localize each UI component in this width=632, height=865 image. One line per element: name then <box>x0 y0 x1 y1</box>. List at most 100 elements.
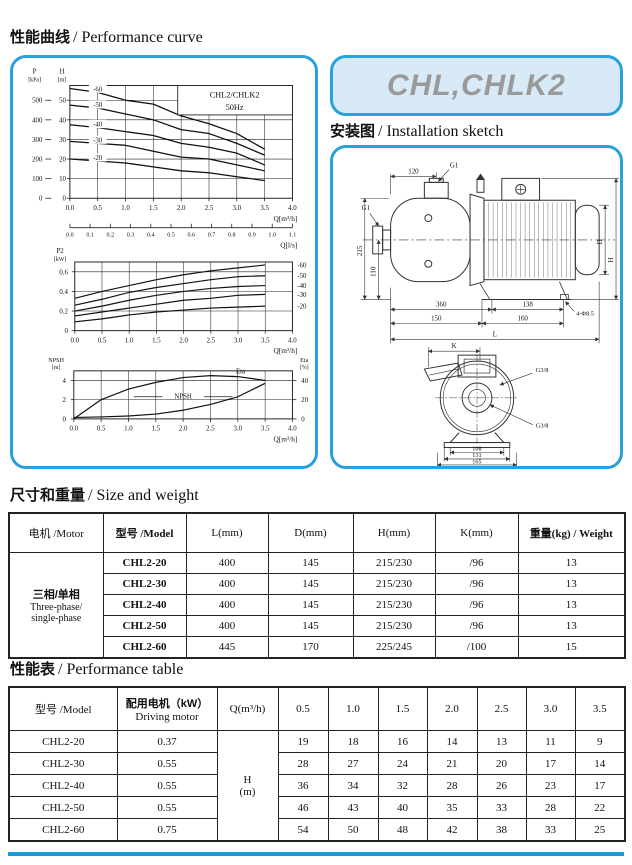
svg-text:1.5: 1.5 <box>151 426 160 433</box>
head-value-cell: 9 <box>574 730 626 753</box>
head-value-cell: 25 <box>574 818 626 842</box>
svg-text:0.5: 0.5 <box>93 205 102 212</box>
svg-text:0: 0 <box>39 196 43 203</box>
dim-label-bolt: 4-Φ8.5 <box>576 310 594 317</box>
svg-text:20: 20 <box>301 397 308 404</box>
cell: 170 <box>267 636 354 659</box>
svg-text:CHL2/CHLK2: CHL2/CHLK2 <box>210 90 260 99</box>
col-header-model: 型号 /Model <box>102 512 187 553</box>
section-title-zh: 安装图 <box>330 123 376 140</box>
head-value-cell: 28 <box>426 774 478 797</box>
size-table-header-row: 电机 /Motor 型号 /Model L(mm) D(mm) H(mm) K(… <box>8 512 626 553</box>
svg-text:2.0: 2.0 <box>177 205 186 212</box>
perf-table-row: CHL2-30 0.55 28 27 24 21 20 17 14 <box>8 752 626 775</box>
svg-text:Q[m³/h]: Q[m³/h] <box>274 214 298 223</box>
head-value-cell: 48 <box>377 818 428 842</box>
section-title-performance-curve: 性能曲线 / Performance curve <box>10 26 203 47</box>
svg-text:500: 500 <box>32 98 43 105</box>
col-header-flow: 2.5 <box>476 686 527 731</box>
svg-text:2: 2 <box>63 397 67 404</box>
model-cell: CHL2-30 <box>102 573 187 595</box>
svg-text:400: 400 <box>32 117 43 124</box>
dim-label-120: 120 <box>408 167 419 175</box>
head-value-cell: 43 <box>327 796 379 819</box>
col-header-driving-motor: 配用电机（kW） Driving motor <box>116 686 218 731</box>
col-header-flow: 3.5 <box>574 686 626 731</box>
installation-sketch-panel: 120 G1 G1 215 110 D H 360 138 4-Φ8.5 150… <box>330 145 623 469</box>
head-value-cell: 14 <box>426 730 478 753</box>
svg-text:1.0: 1.0 <box>121 205 130 212</box>
model-cell: CHL2-20 <box>102 552 187 574</box>
svg-text:200: 200 <box>32 156 43 163</box>
svg-text:[%]: [%] <box>300 365 309 371</box>
svg-text:-50: -50 <box>93 102 103 109</box>
cell: 215/230 <box>352 573 436 595</box>
svg-text:0.8: 0.8 <box>228 233 236 239</box>
cell: 215/230 <box>352 552 436 574</box>
section-title-size-weight: 尺寸和重量 / Size and weight <box>10 484 199 505</box>
cell: 13 <box>517 573 626 595</box>
svg-text:1.1: 1.1 <box>289 233 297 239</box>
perf-table-row: CHL2-20 0.37 H (m) 19 18 16 14 13 11 9 <box>8 730 626 842</box>
svg-text:0.1: 0.1 <box>86 233 94 239</box>
svg-text:4: 4 <box>63 378 67 385</box>
brand-title: CHL,CHLK2 <box>387 68 566 102</box>
motor-power-cell: 0.55 <box>116 796 218 819</box>
dim-label-131: 131 <box>472 452 481 459</box>
head-value-cell: 34 <box>327 774 379 797</box>
svg-text:0.5: 0.5 <box>98 337 107 344</box>
svg-text:2.0: 2.0 <box>179 426 188 433</box>
cell: 145 <box>267 594 354 616</box>
svg-text:0: 0 <box>64 328 68 335</box>
size-table-row: CHL2-60 445 170 225/245/100 15 <box>9 636 626 659</box>
svg-text:30: 30 <box>59 137 66 144</box>
section-title-zh: 性能曲线 <box>10 29 71 46</box>
section-title-installation-sketch: 安装图 / Installation sketch <box>330 120 503 141</box>
head-value-cell: 50 <box>327 818 379 842</box>
svg-text:Q[m³/h]: Q[m³/h] <box>274 434 298 443</box>
svg-text:40: 40 <box>59 117 66 124</box>
svg-text:3.5: 3.5 <box>261 337 270 344</box>
cell: 145 <box>267 615 354 637</box>
model-cell: CHL2-20 <box>8 730 118 753</box>
model-cell: CHL2-40 <box>102 594 187 616</box>
svg-text:0.2: 0.2 <box>59 308 68 315</box>
perf-table-row: CHL2-50 0.55 46 43 40 35 33 28 22 <box>8 796 626 819</box>
head-value-cell: 22 <box>574 796 626 819</box>
dim-label-H: H <box>607 257 615 262</box>
dim-label-g38-top: G3/8 <box>536 367 549 374</box>
section-title-en: / Size and weight <box>88 487 199 504</box>
dim-label-L: L <box>493 330 497 338</box>
cell: 13 <box>517 594 626 616</box>
svg-text:0: 0 <box>63 416 67 423</box>
cell: /96 <box>434 573 519 595</box>
svg-text:NPSH: NPSH <box>174 394 192 401</box>
pump-front-view <box>423 354 519 449</box>
svg-text:3.5: 3.5 <box>260 205 269 212</box>
svg-text:-50: -50 <box>297 273 307 280</box>
col-header-H: H(mm) <box>352 512 436 553</box>
svg-text:1.0: 1.0 <box>268 233 276 239</box>
svg-text:Q[m³/h]: Q[m³/h] <box>274 346 298 355</box>
cell: 145 <box>267 573 354 595</box>
svg-text:50Hz: 50Hz <box>226 103 244 112</box>
section-title-zh: 尺寸和重量 <box>10 487 86 504</box>
col-header-q: Q(m³/h) <box>216 686 279 731</box>
svg-text:2.5: 2.5 <box>205 205 214 212</box>
pump-side-view <box>362 173 616 301</box>
head-value-cell: 28 <box>525 796 576 819</box>
foot-bolt <box>560 294 569 300</box>
head-value-cell: 21 <box>426 752 478 775</box>
head-value-cell: 46 <box>277 796 329 819</box>
head-value-cell: 17 <box>525 752 576 775</box>
motor-power-cell: 0.55 <box>116 774 218 797</box>
head-value-cell: 17 <box>574 774 626 797</box>
svg-text:[kPa]: [kPa] <box>28 78 41 84</box>
cell: /96 <box>434 594 519 616</box>
dim-label-110: 110 <box>370 266 378 277</box>
head-value-cell: 32 <box>377 774 428 797</box>
svg-text:-20: -20 <box>297 304 307 311</box>
head-value-cell: 54 <box>277 818 329 842</box>
dim-label-108: 108 <box>472 446 481 453</box>
dim-label-138: 138 <box>522 301 533 309</box>
